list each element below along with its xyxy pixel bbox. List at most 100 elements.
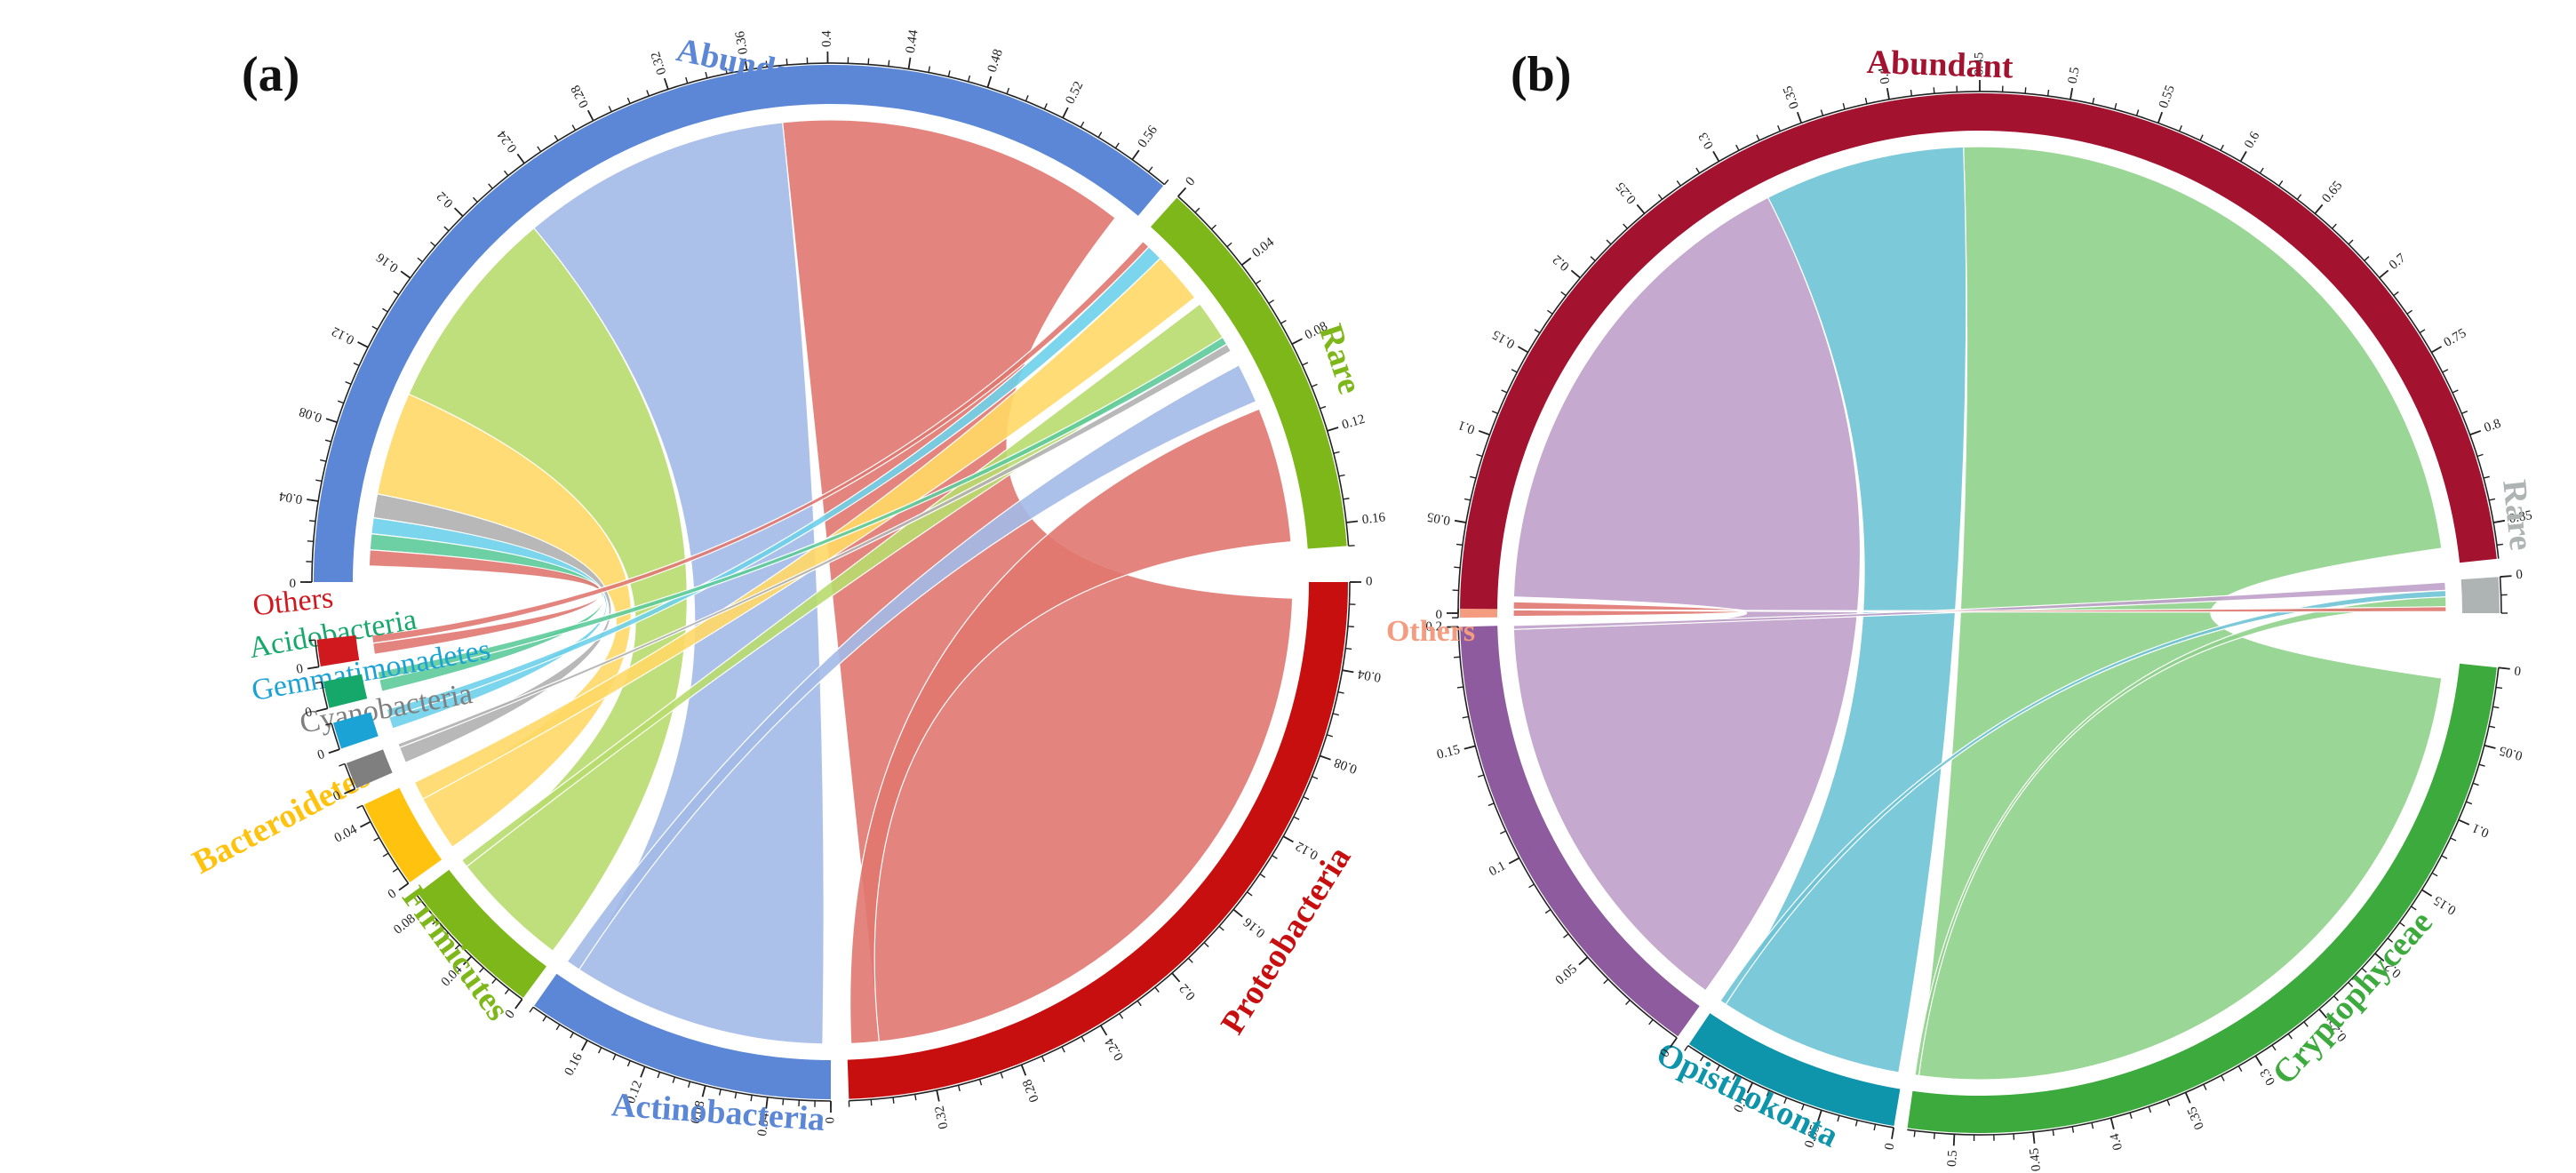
minor-tick: [1756, 134, 1760, 141]
major-tick: [701, 1085, 706, 1097]
chord-abundant-to-actinobacteria: [532, 122, 825, 1045]
major-tick: [1232, 908, 1243, 918]
minor-tick: [1136, 1000, 1142, 1007]
tick-label: 0.12: [1340, 412, 1367, 433]
minor-tick: [1511, 369, 1518, 373]
major-tick: [398, 882, 410, 891]
minor-tick: [1154, 986, 1160, 993]
minor-tick: [1247, 891, 1253, 897]
sector-band-abundant: [314, 64, 1164, 583]
minor-tick: [2046, 89, 2050, 97]
major-tick: [328, 748, 340, 754]
tick-axis-bacteroidetes: [362, 805, 410, 884]
tick-label: 0.16: [1240, 914, 1268, 940]
tick-label: 0.56: [1136, 123, 1161, 150]
tick-label: 0.28: [1020, 1077, 1042, 1104]
tick-label: 0.8: [2483, 417, 2503, 435]
tick-label: 0.05: [2498, 743, 2524, 762]
minor-tick: [2419, 329, 2426, 334]
tick-label: 0.4: [820, 30, 834, 47]
sector-label-others: Others: [251, 581, 335, 622]
minor-tick: [503, 170, 509, 177]
tick-label: 0.24: [495, 127, 521, 155]
chord-rare-to-bacteroidetes: [413, 257, 1196, 800]
minor-tick: [2478, 763, 2485, 767]
tick-label: 0.08: [1332, 754, 1359, 776]
minor-tick: [2431, 872, 2438, 877]
chord-abundant-to-cryptophyceae: [1918, 146, 2443, 1081]
chord-rare-to-others: [1512, 606, 2447, 613]
major-tick: [1952, 1134, 1956, 1146]
major-tick: [936, 1089, 940, 1102]
minor-tick: [765, 60, 768, 68]
tick-label: 0.35: [1781, 84, 1802, 110]
minor-tick: [430, 241, 436, 247]
major-tick: [357, 341, 369, 348]
minor-tick: [432, 920, 438, 925]
major-tick: [640, 1065, 646, 1078]
tick-label: 0.1: [1487, 858, 1508, 879]
minor-tick: [1648, 1018, 1654, 1025]
tick-label: 0.2: [435, 188, 457, 211]
minor-tick: [1456, 686, 1463, 689]
minor-tick: [2148, 1106, 2152, 1113]
tick-label: 0.52: [1063, 79, 1086, 107]
minor-tick: [1910, 89, 1913, 97]
minor-tick: [1043, 103, 1048, 110]
major-tick: [1636, 203, 1646, 214]
minor-tick: [597, 1047, 602, 1054]
minor-tick: [2466, 801, 2473, 805]
minor-tick: [1312, 776, 1319, 780]
major-tick: [1478, 429, 1490, 436]
minor-tick: [870, 1099, 873, 1106]
minor-tick: [1000, 1072, 1004, 1079]
minor-tick: [1499, 830, 1506, 834]
chord-abundant-to-firmicutes: [408, 227, 688, 953]
major-tick: [325, 418, 338, 424]
minor-tick: [1337, 690, 1344, 694]
minor-tick: [1873, 1123, 1877, 1131]
minor-tick: [2441, 855, 2448, 859]
minor-tick: [2237, 1065, 2243, 1073]
minor-tick: [338, 400, 345, 404]
sector-band-acidobacteria: [323, 674, 368, 708]
sector-band-opisthokonta: [1688, 1013, 1901, 1126]
minor-tick: [1455, 543, 1463, 547]
minor-tick: [2348, 239, 2354, 245]
major-tick: [2500, 575, 2512, 578]
tick-label: 0.08: [298, 404, 324, 425]
minor-tick: [1255, 279, 1262, 285]
tick-label: 0.65: [2319, 179, 2345, 205]
major-tick: [1020, 1064, 1027, 1076]
chord-diagram-a: 0 0.04 0.08 0.12 0.16 0.2 0.24 0.28 0.32 0.36 0.4 0…: [187, 28, 1386, 1138]
minor-tick: [1478, 774, 1485, 778]
tick-label: 0.25: [1614, 180, 1639, 206]
tick-label: 0.16: [373, 250, 401, 275]
minor-tick: [1528, 883, 1535, 889]
minor-tick: [2387, 938, 2394, 943]
tick-label: 0.3: [1696, 130, 1717, 151]
tick-label: 0.2: [1176, 981, 1198, 1003]
major-tick: [1796, 111, 1803, 124]
major-tick: [315, 707, 328, 713]
minor-tick: [2091, 1122, 2094, 1129]
major-tick: [2032, 1131, 2036, 1144]
tick-axis-others: [314, 640, 320, 667]
sector-others: Others: [1386, 608, 1498, 648]
minor-tick: [2364, 256, 2370, 261]
tick-label: 0.32: [649, 50, 669, 76]
tick-label: 0: [295, 662, 304, 677]
tick-axis-sar: [1457, 626, 1678, 1039]
tick-label: 0: [304, 705, 314, 720]
minor-tick: [2411, 906, 2417, 911]
minor-tick: [2483, 475, 2490, 479]
chord-rare-to-actinobacteria: [566, 364, 1257, 970]
minor-tick: [472, 196, 478, 203]
tick-label: 0.36: [733, 29, 751, 55]
minor-tick: [1333, 451, 1340, 454]
minor-tick: [687, 1081, 691, 1089]
chords: [1512, 146, 2447, 1081]
major-tick: [744, 58, 748, 70]
minor-tick: [750, 1095, 753, 1102]
major-tick: [765, 1097, 769, 1109]
